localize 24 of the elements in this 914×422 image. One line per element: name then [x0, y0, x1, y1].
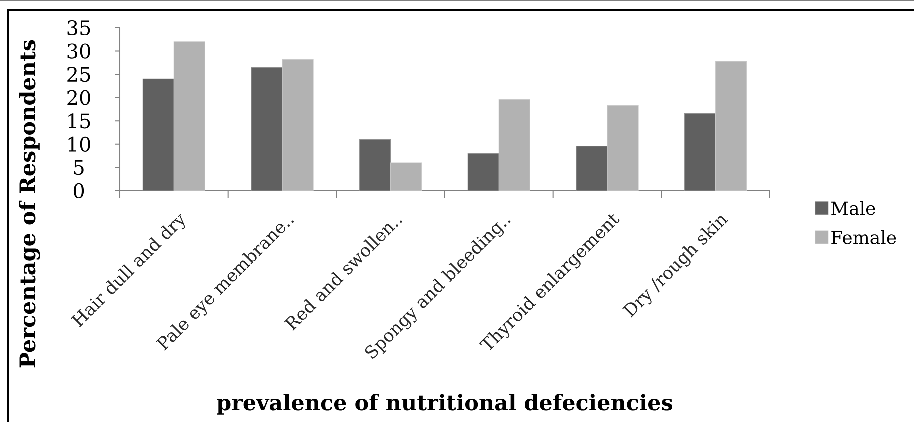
- y-axis-title: Percentage of Respondents: [19, 40, 40, 368]
- bar: [174, 42, 206, 192]
- y-tick-label: 35: [68, 20, 90, 36]
- y-tick-label: 0: [74, 183, 84, 199]
- bar: [468, 153, 500, 192]
- bar: [360, 139, 392, 192]
- legend-label: Female: [832, 230, 896, 244]
- x-axis-title: prevalence of nutritional defeciencies: [217, 394, 673, 415]
- y-tick-label: 20: [68, 90, 90, 106]
- bar: [142, 78, 174, 192]
- y-tick-label: 25: [68, 67, 90, 82]
- bar: [282, 59, 314, 192]
- bar: [390, 162, 422, 192]
- bar: [607, 105, 639, 192]
- y-tick-label: 5: [74, 160, 84, 176]
- y-tick-label: 15: [68, 114, 90, 129]
- bar: [498, 99, 530, 192]
- legend-label: Male: [832, 201, 876, 216]
- bar: [684, 113, 716, 192]
- y-tick-label: 10: [68, 136, 90, 152]
- y-tick-label: 30: [68, 44, 90, 59]
- bar: [251, 67, 283, 192]
- bar: [576, 146, 608, 192]
- bar: [716, 61, 748, 192]
